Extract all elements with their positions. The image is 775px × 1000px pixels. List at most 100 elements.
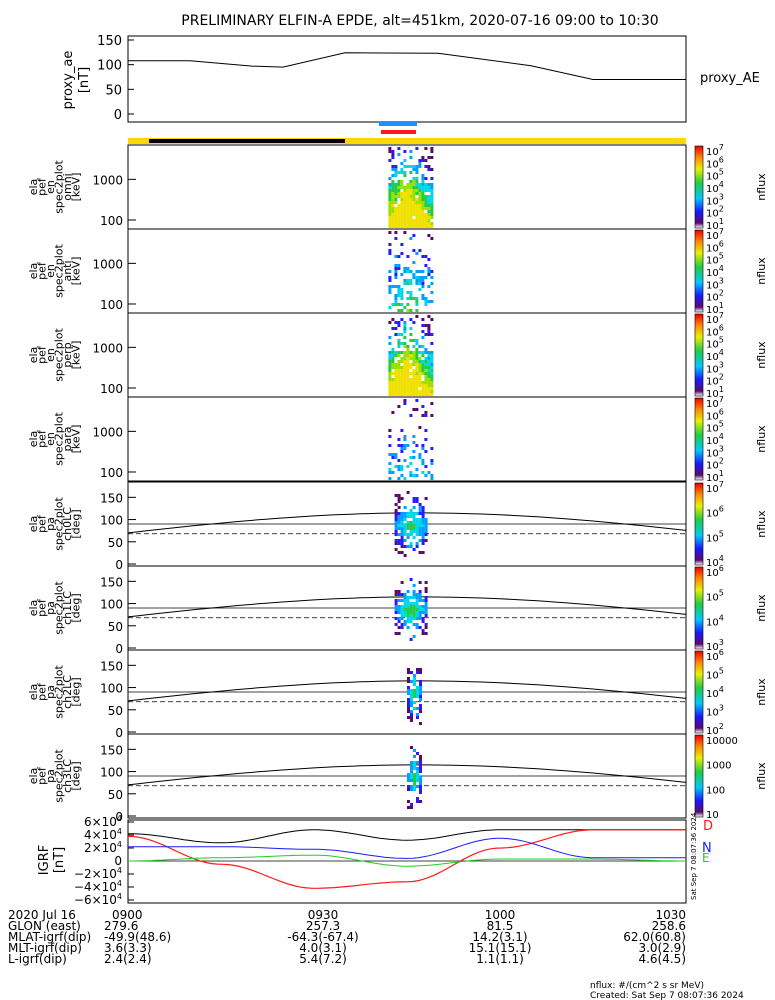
spectrogram-pixel [427, 384, 431, 387]
panel-ylabel: spec2plot [53, 412, 66, 466]
ae-series-line [128, 52, 686, 80]
spectrogram-pixel [400, 378, 404, 381]
spectrogram-pixel [412, 474, 416, 477]
spectrogram-pixel [397, 381, 401, 384]
spectrogram-pixel [406, 393, 410, 396]
spectrogram-pixel [412, 605, 416, 608]
spectrogram-pixel [397, 309, 401, 312]
spectrogram-pixel [427, 198, 431, 201]
spectrogram-pixel [416, 752, 419, 755]
spectrogram-pixel [388, 429, 392, 432]
spectrogram-pixel [406, 521, 410, 524]
spectrogram-pixel [416, 767, 419, 770]
spectrogram-pixel [391, 168, 395, 171]
spectrogram-pixel [415, 474, 419, 477]
spectrogram-pixel [412, 500, 416, 503]
spectrogram-pixel [397, 267, 401, 270]
footer-value: 15.1(15.1) [469, 941, 532, 955]
page-title: PRELIMINARY ELFIN-A EPDE, alt=451km, 202… [181, 13, 658, 29]
spectrogram-pixel [406, 372, 410, 375]
spectrogram-pixel [418, 201, 422, 204]
spectrogram-pixel [412, 530, 416, 533]
tick-label: 100 [100, 514, 123, 528]
spectrogram-pixel [412, 408, 416, 411]
spectrogram-pixel [419, 779, 422, 782]
spectrogram-pixel [421, 459, 425, 462]
spectrogram-pixel [406, 369, 410, 372]
spectrogram-pixel [409, 390, 413, 393]
spectrogram-pixel [397, 351, 401, 354]
spectrogram-pixel [388, 363, 392, 366]
spectrogram-pixel [421, 360, 425, 363]
spectrogram-pixel [409, 578, 413, 581]
spectrogram-pixel [394, 533, 398, 536]
spectrogram-pixel [418, 249, 422, 252]
spectrogram-pixel [391, 285, 395, 288]
spectrogram-pixel [412, 521, 416, 524]
spectrogram-pixel [388, 372, 392, 375]
spectrogram-pixel [427, 471, 431, 474]
spectrogram-pixel [418, 503, 422, 506]
spectrogram-pixel [409, 542, 413, 545]
spectrogram-pixel [406, 255, 410, 258]
spectrogram-pixel [424, 216, 428, 219]
spectrogram-pixel [391, 219, 395, 222]
spectrogram-pixel [394, 285, 398, 288]
spectrogram-pixel [415, 216, 419, 219]
spectrogram-pixel [406, 195, 410, 198]
spectrogram-pixel [406, 348, 410, 351]
spectrogram-pixel [391, 192, 395, 195]
spectrogram-pixel [400, 342, 404, 345]
spectrogram-pixel [400, 372, 404, 375]
spectrogram-pixel [406, 617, 410, 620]
spectrogram-pixel [421, 462, 425, 465]
spectrogram-pixel [427, 207, 431, 210]
spectrogram-pixel [409, 381, 413, 384]
spectrogram-pixel [412, 614, 416, 617]
spectrogram-pixel [403, 599, 407, 602]
spectrogram-pixel [394, 183, 398, 186]
igrf-tick-label: 6×104 [84, 814, 122, 829]
spectrogram-pixel [418, 186, 422, 189]
spectrogram-pixel [421, 330, 425, 333]
spectrogram-pixel [419, 764, 422, 767]
spectrogram-pixel [394, 222, 398, 225]
spectrogram-pixel [430, 186, 434, 189]
spectrogram-pixel [403, 360, 407, 363]
footer-value: 4.0(3.1) [299, 941, 347, 955]
spectrogram-pixel [397, 360, 401, 363]
spectrogram-pixel [427, 222, 431, 225]
spectrogram-pixel [424, 195, 428, 198]
spectrogram-pixel [397, 171, 401, 174]
spectrogram-pixel [394, 369, 398, 372]
spectrogram-pixel [421, 542, 425, 545]
spectrogram-pixel [394, 327, 398, 330]
spectrogram-pixel [412, 351, 416, 354]
panel-ylabel: pef [36, 345, 49, 364]
spectrogram-pixel [391, 348, 395, 351]
spectrogram-pixel [412, 515, 416, 518]
spectrogram-pixel [403, 342, 407, 345]
spectrogram-pixel [403, 533, 407, 536]
panel-ylabel: ela [27, 684, 40, 701]
spectrogram-pixel [427, 369, 431, 372]
spectrogram-pixel [403, 620, 407, 623]
spectrogram-pixel [391, 357, 395, 360]
spectrogram-pixel [409, 195, 413, 198]
spectrogram-pixel [410, 788, 413, 791]
spectrogram-pixel [415, 468, 419, 471]
colorbar-tick-label: 107 [706, 480, 724, 495]
panel-ylabel: pef [36, 766, 49, 785]
spectrogram-pixel [418, 366, 422, 369]
spectrogram-pixel [415, 198, 419, 201]
spectrogram-pixel [412, 357, 416, 360]
spectrogram-pixel [400, 297, 404, 300]
spectrogram-pixel [421, 384, 425, 387]
spectrogram-pixel [430, 447, 434, 450]
colorbar-label: nflux [755, 762, 768, 790]
spectrogram-pixel [430, 333, 434, 336]
spectrogram-pixel [418, 282, 422, 285]
spectrogram-pixel [391, 372, 395, 375]
spectrogram-pixel [397, 542, 401, 545]
